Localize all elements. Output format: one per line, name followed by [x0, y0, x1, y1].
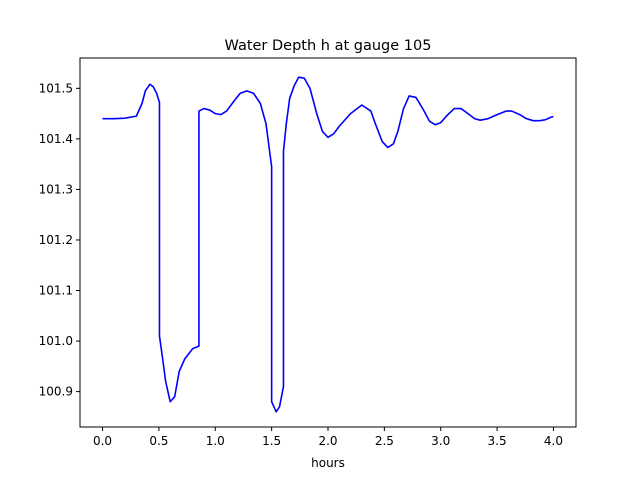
x-tick-label: 0.5 [149, 434, 168, 448]
y-tick-label: 101.1 [39, 284, 73, 298]
y-tick-label: 101.2 [39, 233, 73, 247]
x-tick-label: 2.5 [375, 434, 394, 448]
x-tick-label: 3.0 [431, 434, 450, 448]
x-tick-label: 2.0 [318, 434, 337, 448]
x-axis-label: hours [311, 456, 345, 470]
x-axis: 0.0 0.5 1.0 1.5 2.0 2.5 3.0 3.5 4.0 [93, 427, 563, 448]
y-tick-label: 101.5 [39, 81, 73, 95]
y-tick-label: 101.3 [39, 182, 73, 196]
y-tick-label: 101.0 [39, 334, 73, 348]
series-line-0 [102, 76, 554, 413]
x-tick-label: 3.5 [488, 434, 507, 448]
x-tick-label: 0.0 [93, 434, 112, 448]
plot-area [102, 76, 554, 413]
y-tick-label: 101.4 [39, 132, 73, 146]
x-tick-label: 1.0 [206, 434, 225, 448]
x-tick-label: 4.0 [544, 434, 563, 448]
y-tick-label: 100.9 [39, 385, 73, 399]
y-axis: 100.9 101.0 101.1 101.2 101.3 101.4 101.5 [39, 81, 80, 399]
x-tick-label: 1.5 [262, 434, 281, 448]
chart-title: Water Depth h at gauge 105 [225, 38, 432, 54]
